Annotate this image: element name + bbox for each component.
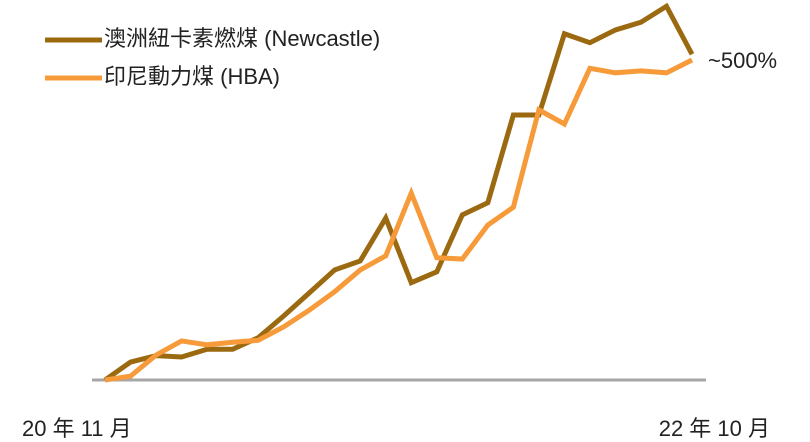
- legend-label: 澳洲紐卡素燃煤 (Newcastle): [104, 26, 380, 51]
- annotation: ~500%: [708, 48, 777, 73]
- legend-label: 印尼動力煤 (HBA): [104, 64, 280, 89]
- series-line: [104, 57, 694, 383]
- x-tick-label: 20 年 11 月: [22, 416, 132, 441]
- x-tick-label: 22 年 10 月: [659, 416, 770, 441]
- series-line: [103, 2, 695, 383]
